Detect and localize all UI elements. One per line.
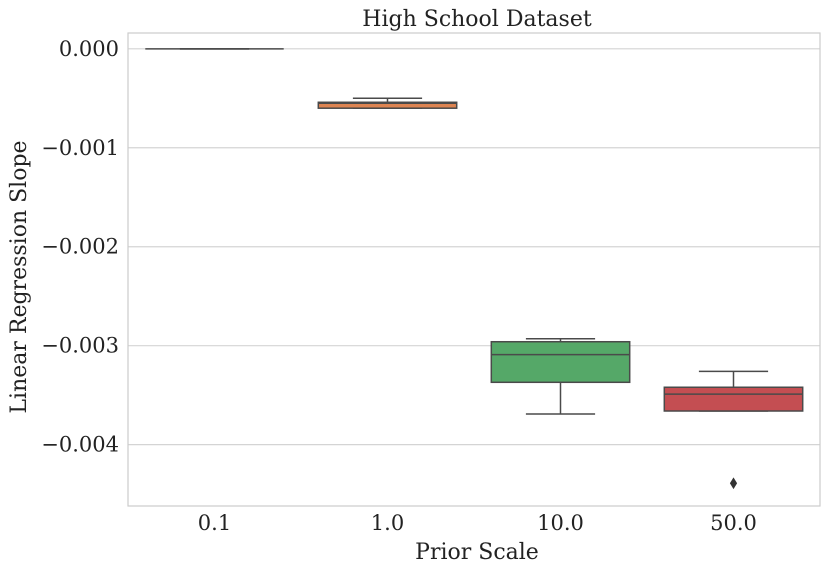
x-tick-label: 1.0 xyxy=(371,511,404,535)
boxes xyxy=(145,48,804,490)
y-tick-label: −0.004 xyxy=(41,433,119,457)
box-50.0 xyxy=(663,370,804,490)
x-tick-label: 0.1 xyxy=(198,511,231,535)
outlier-point xyxy=(729,477,738,490)
iqr-box xyxy=(317,101,458,109)
iqr-box xyxy=(490,340,631,384)
y-axis-ticks: 0.000 −0.001 −0.002 −0.003 −0.004 xyxy=(41,37,119,457)
y-tick-label: −0.003 xyxy=(41,334,119,358)
y-tick-label: 0.000 xyxy=(59,37,119,61)
box-10.0 xyxy=(490,338,631,415)
chart-title: High School Dataset xyxy=(362,7,592,32)
box-1.0 xyxy=(317,97,458,109)
plot-area-frame xyxy=(127,32,821,507)
iqr-box xyxy=(663,386,804,412)
y-axis-label: Linear Regression Slope xyxy=(7,140,32,413)
y-tick-label: −0.002 xyxy=(41,235,119,259)
x-tick-label: 10.0 xyxy=(537,511,584,535)
y-tick-label: −0.001 xyxy=(41,136,119,160)
x-tick-label: 50.0 xyxy=(710,511,757,535)
x-axis-ticks: 0.1 1.0 10.0 50.0 xyxy=(198,511,757,535)
x-axis-label: Prior Scale xyxy=(415,540,539,565)
gridlines xyxy=(128,48,820,446)
